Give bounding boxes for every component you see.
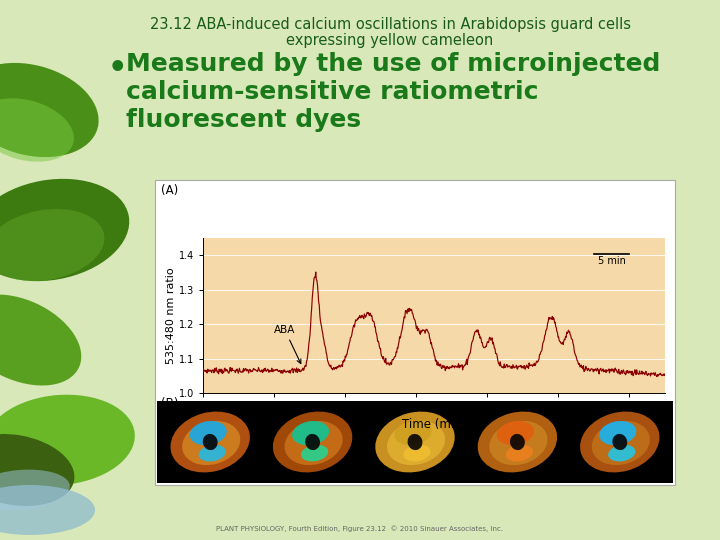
Ellipse shape bbox=[505, 445, 533, 462]
Ellipse shape bbox=[0, 294, 81, 386]
Ellipse shape bbox=[395, 421, 431, 445]
Text: •: • bbox=[108, 54, 127, 83]
Ellipse shape bbox=[408, 434, 423, 450]
Ellipse shape bbox=[284, 421, 343, 465]
FancyBboxPatch shape bbox=[155, 180, 675, 485]
Ellipse shape bbox=[477, 411, 557, 472]
Ellipse shape bbox=[510, 434, 525, 450]
Ellipse shape bbox=[0, 395, 135, 485]
Ellipse shape bbox=[203, 434, 217, 450]
Ellipse shape bbox=[182, 421, 240, 465]
Text: 5 min: 5 min bbox=[598, 256, 626, 266]
Ellipse shape bbox=[608, 445, 636, 462]
Text: Measured by the use of microinjected: Measured by the use of microinjected bbox=[126, 52, 660, 76]
Ellipse shape bbox=[273, 411, 352, 472]
Ellipse shape bbox=[0, 63, 99, 157]
Ellipse shape bbox=[189, 421, 227, 445]
Text: PLANT PHYSIOLOGY, Fourth Edition, Figure 23.12  © 2010 Sinauer Associates, Inc.: PLANT PHYSIOLOGY, Fourth Edition, Figure… bbox=[217, 525, 503, 532]
Ellipse shape bbox=[292, 421, 329, 445]
Ellipse shape bbox=[305, 434, 320, 450]
Ellipse shape bbox=[0, 179, 130, 281]
Text: ABA: ABA bbox=[274, 325, 301, 363]
Ellipse shape bbox=[0, 434, 74, 506]
Ellipse shape bbox=[599, 421, 636, 445]
Ellipse shape bbox=[497, 421, 534, 445]
Text: expressing yellow cameleon: expressing yellow cameleon bbox=[287, 33, 494, 48]
Text: (A): (A) bbox=[161, 184, 179, 197]
Ellipse shape bbox=[375, 411, 455, 472]
Ellipse shape bbox=[490, 421, 547, 465]
Text: fluorescent dyes: fluorescent dyes bbox=[126, 108, 361, 132]
Ellipse shape bbox=[0, 98, 74, 162]
FancyBboxPatch shape bbox=[157, 401, 673, 483]
Y-axis label: 535:480 nm ratio: 535:480 nm ratio bbox=[166, 267, 176, 364]
Ellipse shape bbox=[580, 411, 660, 472]
Ellipse shape bbox=[199, 445, 226, 462]
Ellipse shape bbox=[0, 470, 70, 510]
X-axis label: Time (min): Time (min) bbox=[402, 417, 466, 430]
Ellipse shape bbox=[613, 434, 627, 450]
Ellipse shape bbox=[403, 445, 431, 462]
Ellipse shape bbox=[387, 421, 445, 465]
Text: calcium-sensitive ratiometric: calcium-sensitive ratiometric bbox=[126, 80, 539, 104]
Ellipse shape bbox=[592, 421, 650, 465]
Ellipse shape bbox=[301, 445, 328, 462]
Ellipse shape bbox=[0, 485, 95, 535]
Ellipse shape bbox=[0, 209, 104, 281]
Ellipse shape bbox=[171, 411, 250, 472]
Text: (B): (B) bbox=[161, 397, 179, 410]
Text: 23.12 ABA-induced calcium oscillations in Arabidopsis guard cells: 23.12 ABA-induced calcium oscillations i… bbox=[150, 17, 631, 32]
